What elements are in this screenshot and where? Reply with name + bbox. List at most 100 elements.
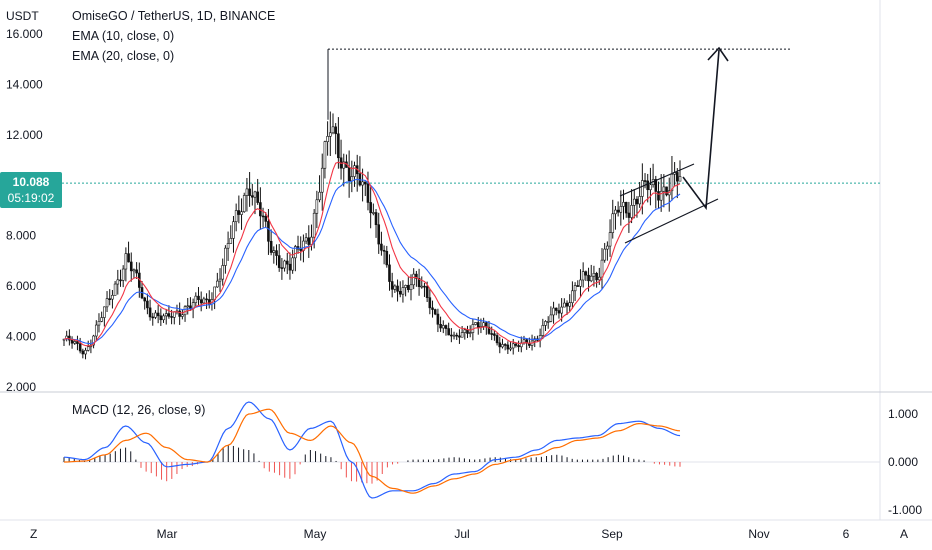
candle-body	[199, 299, 203, 304]
candle-body	[366, 183, 370, 203]
candle-body	[404, 285, 407, 288]
candle-body	[554, 307, 558, 311]
candle-body	[256, 191, 259, 203]
candle-body	[221, 265, 225, 280]
candle-body	[511, 343, 515, 349]
candle-body	[544, 321, 547, 326]
candle-body	[68, 335, 71, 341]
ema20-line	[63, 178, 681, 345]
projection-arrowhead	[707, 46, 729, 62]
candle-body	[662, 186, 666, 192]
candle-body	[151, 316, 155, 319]
candle-body	[156, 312, 160, 317]
candle-body	[248, 188, 251, 196]
candle-body	[237, 210, 241, 215]
channel-upper-line[interactable]	[619, 163, 695, 197]
channel-drawing[interactable]	[619, 46, 729, 244]
candle-body	[638, 196, 641, 205]
candle-body	[113, 283, 117, 296]
candle-body	[342, 161, 346, 169]
candle-body	[624, 201, 628, 214]
candle-body	[552, 307, 555, 316]
candle-body	[396, 285, 399, 292]
candle-body	[84, 350, 87, 355]
candle-body	[315, 199, 319, 214]
candle-body	[277, 255, 281, 268]
candle-body	[363, 181, 367, 185]
price-tick-label: 6.000	[6, 279, 36, 293]
candle-body	[347, 167, 351, 182]
candle-body	[353, 165, 356, 177]
candle-body	[97, 321, 101, 326]
candlestick-series	[62, 111, 682, 360]
candle-body	[468, 332, 472, 334]
candle-body	[409, 284, 413, 290]
candle-body	[568, 302, 572, 307]
candle-body	[412, 273, 415, 286]
candle-body	[146, 300, 149, 309]
candle-body	[657, 191, 660, 201]
ema10-legend[interactable]: EMA (10, close, 0)	[72, 29, 174, 43]
candle-body	[197, 295, 200, 300]
macd-tick-label: 0.000	[888, 455, 918, 469]
price-tick-label: 12.000	[6, 128, 43, 142]
candle-body	[584, 271, 588, 276]
projection-arrow[interactable]	[682, 49, 720, 211]
candle-body	[581, 271, 585, 281]
candle-body	[659, 190, 663, 201]
candle-body	[207, 299, 211, 305]
candle-body	[476, 322, 480, 329]
candle-body	[377, 224, 381, 245]
candle-body	[216, 280, 219, 288]
candle-body	[116, 279, 120, 285]
candle-body	[124, 253, 128, 270]
candle-body	[108, 298, 112, 300]
candle-body	[665, 186, 668, 196]
candle-body	[105, 298, 109, 308]
candle-body	[455, 334, 459, 337]
candle-body	[431, 307, 434, 310]
candle-body	[320, 167, 324, 193]
candle-body	[70, 339, 74, 344]
candle-body	[482, 322, 485, 327]
candle-body	[641, 180, 644, 197]
candle-body	[474, 322, 477, 325]
bar-countdown: 05:19:02	[8, 191, 55, 205]
macd-tick-label: -1.000	[888, 503, 922, 517]
symbol-legend[interactable]: OmiseGO / TetherUS, 1D, BINANCE	[72, 9, 275, 23]
candle-body	[331, 126, 335, 134]
candle-body	[466, 329, 469, 334]
candle-body	[372, 212, 375, 214]
candle-body	[323, 141, 327, 169]
candle-body	[606, 245, 609, 250]
price-tick-label: 8.000	[6, 229, 36, 243]
macd-tick-label: 1.000	[888, 407, 918, 421]
candle-body	[571, 290, 574, 304]
candle-body	[111, 294, 114, 300]
channel-lower-line[interactable]	[624, 198, 719, 244]
time-axis[interactable]: Mar May Jul Sep Nov 6	[157, 527, 850, 541]
candle-body	[350, 176, 354, 182]
auto-scale-icon[interactable]: A	[900, 527, 908, 541]
candle-body	[264, 216, 268, 222]
candle-body	[205, 298, 208, 301]
price-tick-label: 14.000	[6, 77, 43, 91]
candle-body	[611, 213, 615, 233]
macd-legend[interactable]: MACD (12, 26, close, 9)	[72, 403, 205, 417]
candle-body	[226, 243, 230, 249]
candle-body	[576, 285, 580, 287]
candle-body	[250, 195, 254, 198]
candle-body	[563, 302, 566, 308]
ema20-legend[interactable]: EMA (20, close, 0)	[72, 49, 174, 63]
candle-body	[224, 247, 227, 266]
candle-body	[172, 311, 176, 318]
candle-body	[288, 263, 292, 271]
candle-body	[304, 237, 308, 242]
candle-body	[103, 306, 106, 318]
candle-body	[393, 285, 397, 290]
signal-line	[64, 408, 681, 494]
candle-body	[167, 313, 171, 317]
timezone-icon[interactable]: Z	[30, 527, 37, 541]
candle-body	[100, 317, 103, 322]
